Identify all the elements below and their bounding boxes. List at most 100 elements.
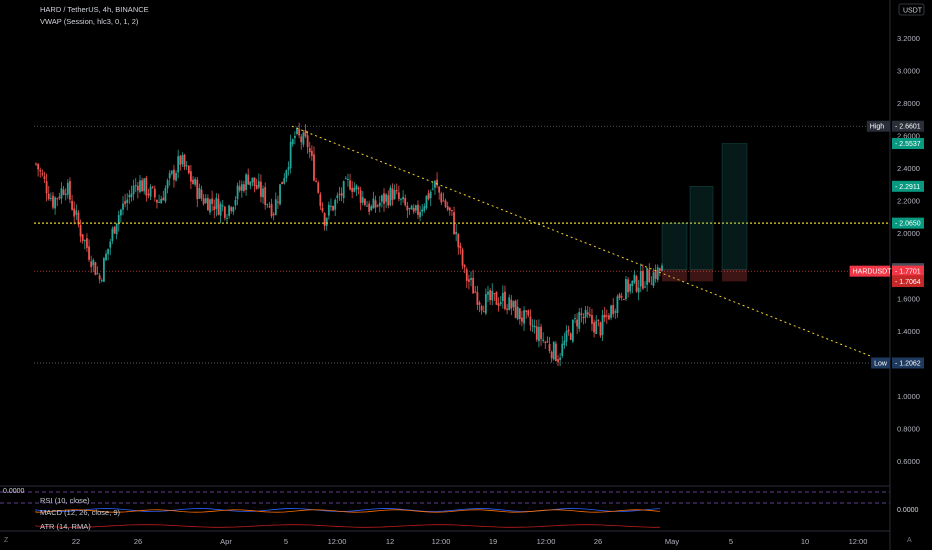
candle-body bbox=[622, 298, 625, 300]
candle-body bbox=[550, 351, 553, 359]
symbol-title[interactable]: HARD / TetherUS, 4h, BINANCE bbox=[40, 5, 149, 14]
candle-body bbox=[39, 169, 42, 172]
candle-body bbox=[474, 291, 477, 293]
candle-body bbox=[610, 305, 612, 318]
candle-body bbox=[100, 280, 103, 282]
candle-body bbox=[330, 205, 332, 207]
currency-label: USDT bbox=[903, 8, 923, 15]
candle-body bbox=[202, 198, 205, 204]
vwap-legend[interactable]: VWAP (Session, hlc3, 0, 1, 2) bbox=[40, 17, 139, 26]
candle-body bbox=[618, 294, 621, 298]
candle-body bbox=[94, 262, 97, 276]
candle-body bbox=[64, 193, 67, 196]
candle-body bbox=[417, 204, 419, 216]
candle-body bbox=[510, 299, 513, 309]
y-tick-label: 1.6000 bbox=[897, 294, 920, 303]
price-label: - 1.7064 bbox=[895, 279, 921, 286]
candle-body bbox=[404, 198, 407, 206]
candle-body bbox=[578, 311, 581, 329]
candle-body bbox=[238, 186, 241, 191]
macd-legend[interactable]: MACD (12, 26, close, 9) bbox=[40, 508, 121, 517]
candle-body bbox=[548, 343, 551, 351]
candle-body bbox=[654, 270, 657, 279]
candle-body bbox=[302, 132, 305, 145]
candle-body bbox=[75, 210, 78, 215]
candle-body bbox=[357, 187, 360, 190]
stop-zone bbox=[690, 269, 713, 282]
candle-body bbox=[132, 185, 135, 195]
candle-body bbox=[62, 189, 65, 195]
atr-legend[interactable]: ATR (14, RMA) bbox=[40, 522, 91, 531]
candle-body bbox=[563, 340, 566, 346]
candle-body bbox=[245, 174, 247, 190]
x-tick-label: 22 bbox=[72, 537, 80, 546]
candle-body bbox=[661, 265, 663, 272]
candle-body bbox=[421, 209, 424, 212]
candle-body bbox=[139, 180, 141, 193]
candle-body bbox=[525, 310, 528, 312]
candle-body bbox=[501, 292, 504, 301]
candle-body bbox=[465, 269, 468, 281]
x-tick-label: Apr bbox=[220, 537, 232, 546]
candle-body bbox=[527, 310, 530, 316]
candle-body bbox=[620, 296, 623, 298]
auto-scale-button[interactable]: A bbox=[907, 537, 912, 544]
candle-body bbox=[591, 315, 593, 324]
price-label-box bbox=[892, 120, 924, 132]
candle-body bbox=[423, 206, 426, 211]
candle-body bbox=[597, 319, 600, 322]
candle-body bbox=[151, 186, 154, 188]
candle-body bbox=[658, 268, 661, 271]
candle-body bbox=[219, 203, 222, 216]
candle-body bbox=[98, 275, 101, 280]
candle-body bbox=[406, 205, 409, 211]
x-tick-label: 12:00 bbox=[328, 537, 347, 546]
candle-body bbox=[321, 207, 324, 212]
candle-body bbox=[344, 178, 347, 180]
candle-body bbox=[45, 181, 48, 194]
timezone-button[interactable]: Z bbox=[4, 537, 9, 544]
candle-body bbox=[317, 182, 320, 193]
candle-body bbox=[187, 165, 190, 174]
candle-body bbox=[533, 325, 536, 328]
rsi-legend[interactable]: RSI (10, close) bbox=[40, 496, 90, 505]
candle-body bbox=[378, 202, 381, 207]
price-label: - 2.2911 bbox=[895, 184, 920, 191]
candle-body bbox=[103, 258, 105, 282]
candle-body bbox=[633, 274, 636, 283]
candle-body bbox=[495, 292, 498, 305]
price-tag-box bbox=[866, 120, 890, 132]
candle-body bbox=[122, 203, 124, 210]
candle-body bbox=[306, 135, 309, 148]
candle-body bbox=[448, 207, 451, 211]
target-zone bbox=[661, 222, 688, 270]
candle-body bbox=[117, 215, 120, 225]
macd-signal bbox=[35, 509, 660, 513]
candle-body bbox=[489, 290, 492, 301]
candle-body bbox=[160, 198, 163, 204]
candle-body bbox=[83, 240, 86, 242]
candle-body bbox=[230, 207, 233, 211]
left-scale-value: 0.0000 bbox=[3, 488, 25, 495]
x-tick-label: 5 bbox=[729, 537, 733, 546]
price-label-box bbox=[892, 138, 924, 150]
candle-body bbox=[440, 193, 443, 203]
candle-body bbox=[223, 206, 226, 218]
candle-body bbox=[69, 181, 71, 200]
candle-body bbox=[429, 191, 432, 198]
candle-body bbox=[380, 195, 383, 202]
price-label: - 2.5537 bbox=[895, 141, 921, 148]
candle-body bbox=[308, 148, 311, 153]
candle-body bbox=[656, 267, 659, 280]
candle-body bbox=[349, 180, 351, 190]
candle-body bbox=[442, 200, 445, 202]
candle-body bbox=[478, 302, 481, 305]
candle-body bbox=[438, 186, 441, 193]
candle-body bbox=[616, 296, 619, 314]
stop-zone bbox=[662, 269, 687, 282]
candle-body bbox=[228, 205, 231, 216]
candle-body bbox=[249, 181, 252, 186]
y-tick-label: 2.4000 bbox=[897, 164, 920, 173]
candle-body bbox=[90, 261, 93, 268]
